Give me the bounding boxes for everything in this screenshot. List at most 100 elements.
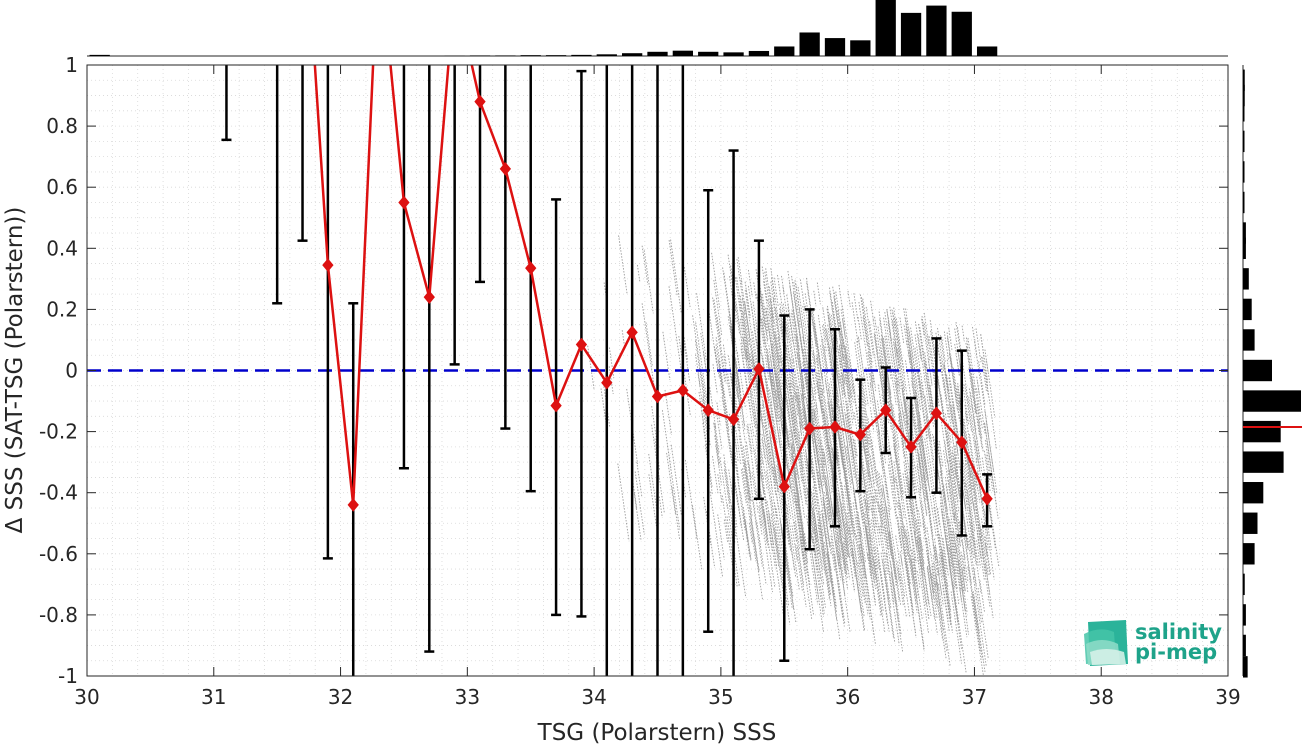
top-histogram-bar [774, 46, 795, 56]
salinity-pi-mep-logo: salinity pi-mep [1084, 620, 1222, 666]
y-axis-label: Δ SSS (SAT-TSG (Polarstern)) [2, 207, 28, 534]
right-histogram-bar [1243, 191, 1245, 214]
mean-marker [930, 406, 943, 421]
mean-marker [474, 94, 486, 109]
top-histogram-bar [596, 54, 617, 56]
x-tick-label: 34 [581, 685, 606, 709]
mean-marker [905, 440, 917, 454]
y-tick-label: -0.4 [39, 481, 78, 505]
x-tick-label: 32 [328, 685, 353, 709]
mean-marker [550, 398, 562, 413]
right-histogram-bar [1243, 451, 1284, 473]
right-histogram-bar [1243, 604, 1246, 626]
right-histogram-bar [1243, 329, 1255, 351]
right-histogram-bar [1243, 512, 1258, 534]
mean-marker [677, 383, 689, 398]
error-bar [398, 65, 409, 470]
error-bar [322, 65, 333, 560]
top-histogram [87, 0, 1228, 57]
right-histogram [1242, 65, 1302, 678]
right-histogram-bar [1243, 161, 1245, 183]
error-bar [500, 65, 511, 430]
top-histogram-bar [951, 11, 972, 56]
error-bar [525, 65, 536, 493]
top-histogram-bar [571, 54, 592, 56]
x-tick-label: 30 [74, 685, 99, 709]
mean-marker [702, 403, 714, 417]
axis-ticks [86, 64, 1229, 677]
top-histogram-bar [545, 55, 567, 56]
right-histogram-bar [1243, 390, 1301, 412]
right-histogram-bar [1243, 420, 1281, 443]
wave-logo-icon [1084, 620, 1128, 666]
y-tick-label: 0.6 [46, 175, 78, 199]
y-tick-label: -0.6 [39, 542, 78, 566]
top-histogram-bar [672, 50, 693, 56]
mean-marker [601, 375, 613, 390]
top-histogram-bar [900, 12, 922, 56]
mean-marker [651, 389, 664, 404]
top-histogram-bar [469, 55, 491, 56]
y-tick-label: -0.2 [39, 420, 78, 444]
right-histogram-bar [1243, 359, 1272, 382]
top-histogram-bar [520, 55, 541, 56]
top-histogram-bar [824, 38, 846, 56]
logo-line2: pi-mep [1135, 640, 1217, 664]
x-tick-labels: 30 31 32 33 34 35 36 37 38 39 [74, 685, 1240, 709]
right-histogram-bar [1243, 84, 1245, 107]
mean-marker [778, 479, 790, 494]
mean-marker [398, 195, 410, 210]
mean-marker [727, 412, 740, 427]
x-tick-label: 38 [1088, 685, 1113, 709]
right-histogram-bar [1243, 634, 1246, 657]
right-histogram-bar [1243, 69, 1245, 91]
mean-marker [322, 258, 334, 272]
y-tick-label: 0.4 [46, 236, 78, 260]
mean-marker [626, 325, 638, 340]
main-plot-area [86, 64, 1229, 677]
mean-marker [854, 427, 866, 442]
top-histogram-bar [89, 54, 110, 56]
y-tick-labels: 1 0.8 0.6 0.4 0.2 0 -0.2 -0.4 -0.6 -0.8 -1 [39, 53, 78, 688]
top-histogram-bar [875, 0, 896, 56]
top-histogram-bar [748, 50, 770, 56]
error-bar [272, 65, 283, 305]
binned-mean-series [313, 65, 993, 512]
x-tick-label: 37 [962, 685, 987, 709]
mean-line [313, 65, 989, 506]
right-histogram-bar [1243, 482, 1264, 504]
right-histogram-bar [1243, 130, 1245, 153]
right-histogram-bar [1243, 656, 1248, 678]
top-histogram-bar [976, 46, 998, 56]
right-histogram-bar [1243, 543, 1255, 565]
mean-marker [981, 492, 993, 506]
y-tick-label: 1 [65, 53, 78, 77]
right-histogram-bar [1243, 100, 1245, 122]
top-histogram-bar [926, 5, 947, 57]
x-tick-label: 35 [708, 685, 733, 709]
right-histogram-bar [1243, 237, 1246, 259]
right-histogram-bar [1243, 298, 1252, 321]
logo-line1: salinity [1135, 620, 1222, 644]
mean-marker [956, 435, 968, 450]
x-tick-label: 31 [201, 685, 226, 709]
top-histogram-bar [698, 51, 719, 56]
mean-marker [803, 421, 816, 436]
top-histogram-bar [799, 32, 820, 56]
mean-marker [499, 162, 512, 176]
y-tick-label: 0.8 [46, 114, 78, 138]
error-bar [449, 65, 460, 366]
top-histogram-bar [723, 52, 744, 56]
mean-marker [753, 362, 765, 376]
y-tick-label: 0.2 [46, 297, 78, 321]
top-histogram-bar [647, 51, 668, 56]
mean-marker [829, 420, 841, 434]
mean-marker [575, 337, 588, 352]
x-axis-label: TSG (Polarstern) SSS [537, 720, 777, 745]
y-tick-label: 0 [65, 359, 78, 383]
right-histogram-bar [1243, 573, 1245, 596]
x-tick-label: 39 [1215, 685, 1240, 709]
mean-marker [347, 498, 359, 512]
x-tick-label: 36 [835, 685, 860, 709]
